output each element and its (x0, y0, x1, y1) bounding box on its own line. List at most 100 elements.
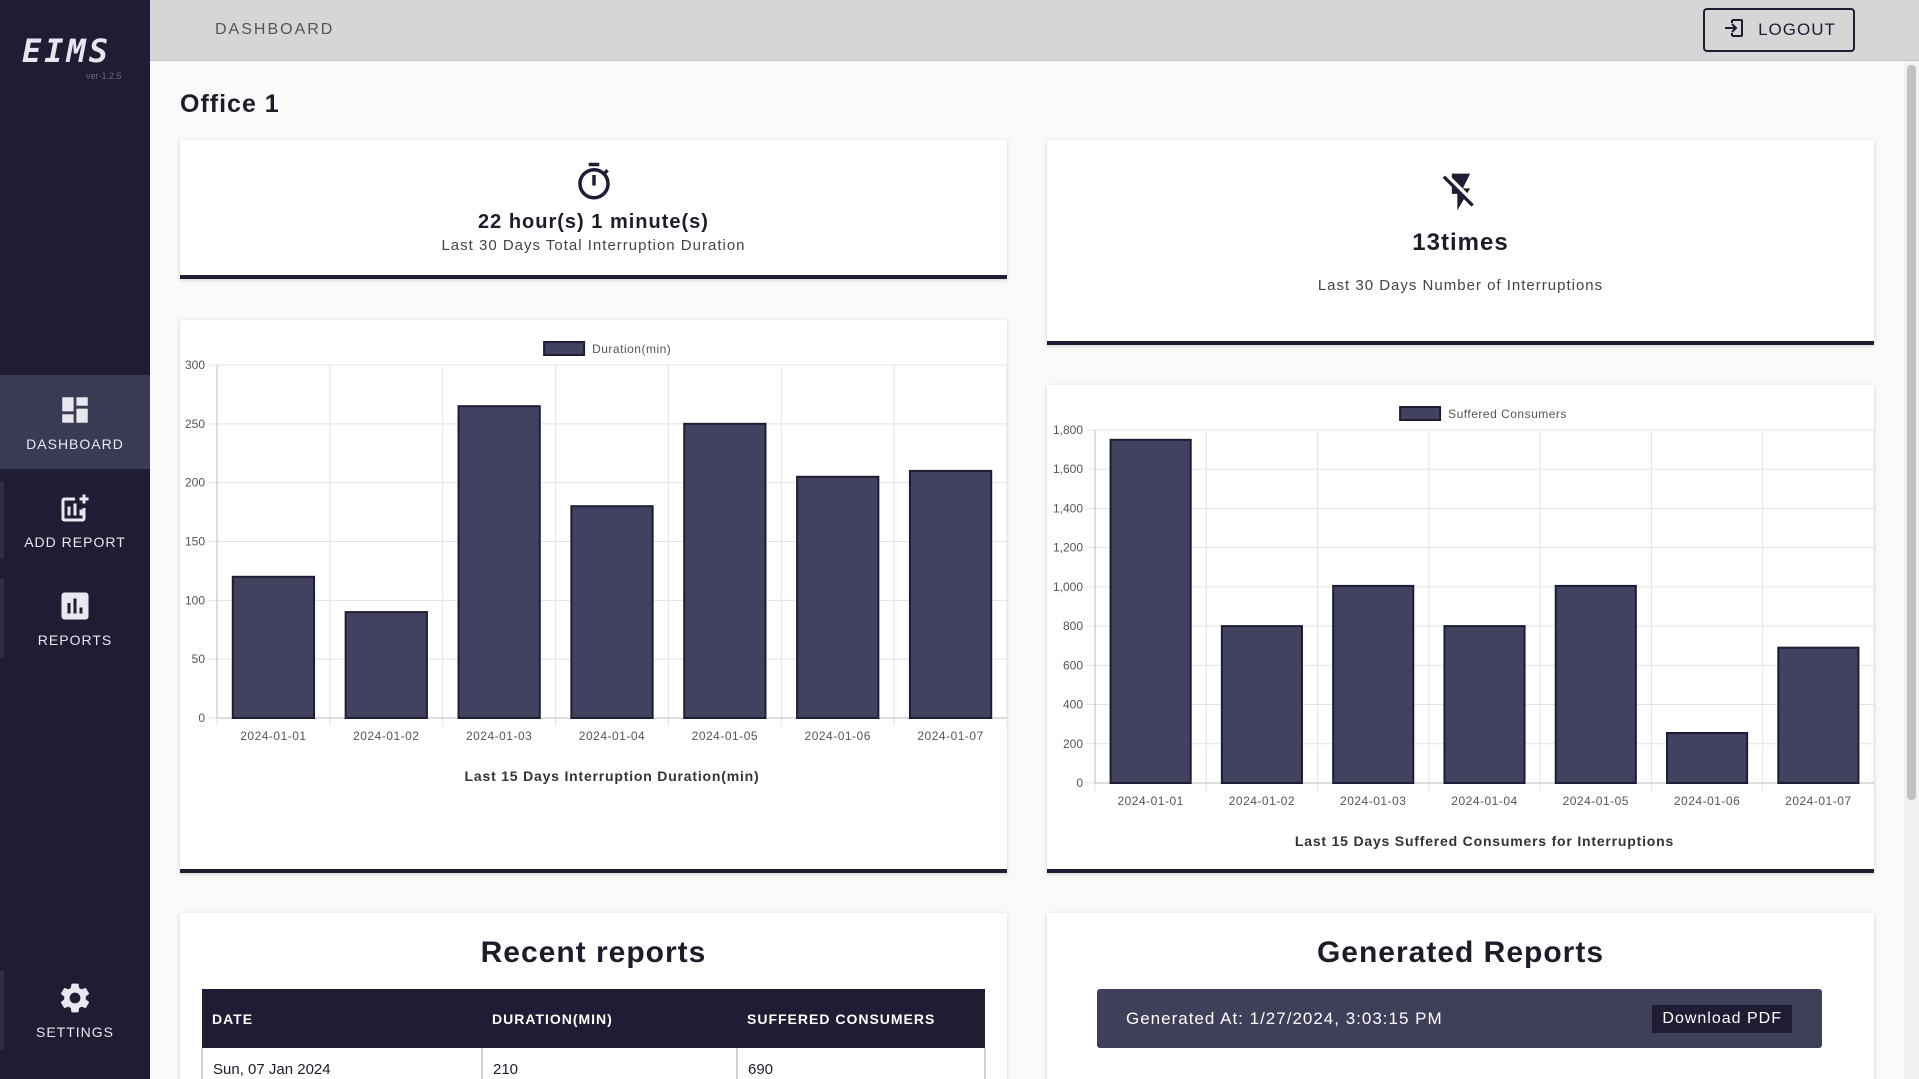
sidebar-item-settings[interactable]: SETTINGS (0, 963, 150, 1057)
bar (457, 405, 541, 720)
download-pdf-button[interactable]: Download PDF (1652, 1004, 1792, 1033)
duration-stat-value: 22 hour(s) 1 minute(s) (478, 211, 709, 233)
cell-consumers: 690 (736, 1048, 986, 1079)
gear-icon (57, 980, 93, 1016)
column-header-consumers[interactable]: SUFFERED CONSUMERS (737, 989, 985, 1048)
y-tick-label: 1,600 (1053, 462, 1083, 476)
x-tick-label: 2024-01-04 (579, 729, 645, 743)
duration-bar-chart: 0 50 100 150 200 250 300 2024-01-01 2024-01-02 20… (185, 341, 1008, 784)
y-tick-label: 200 (1063, 737, 1083, 751)
table-row[interactable]: Sun, 07 Jan 2024 210 690 (201, 1048, 986, 1079)
y-tick-label: 50 (192, 652, 206, 666)
bar (1777, 646, 1860, 784)
logout-icon (1722, 16, 1746, 45)
y-tick-label: 150 (185, 535, 205, 549)
y-tick-label: 600 (1063, 658, 1083, 672)
cell-date: Sun, 07 Jan 2024 (201, 1048, 483, 1079)
interruptions-stat-card: 13times Last 30 Days Number of Interrupt… (1047, 140, 1874, 345)
bar (1332, 584, 1415, 784)
table-header-row: DATE DURATION(MIN) SUFFERED CONSUMERS (202, 989, 985, 1048)
recent-reports-table: DATE DURATION(MIN) SUFFERED CONSUMERS Su… (201, 989, 986, 1079)
y-tick-label: 1,400 (1053, 501, 1083, 515)
y-tick-label: 0 (1076, 776, 1083, 790)
y-tick-label: 1,200 (1053, 541, 1083, 555)
x-tick-label: 2024-01-06 (1674, 794, 1740, 808)
interruptions-stat-label: Last 30 Days Number of Interruptions (1317, 277, 1604, 294)
x-tick-label: 2024-01-05 (692, 729, 758, 743)
generated-at-text: Generated At: 1/27/2024, 3:03:15 PM (1126, 1008, 1443, 1028)
y-tick-label: 300 (185, 358, 205, 372)
duration-chart-card: 0 50 100 150 200 250 300 2024-01-01 2024-01-02 20… (180, 320, 1008, 873)
recent-reports-title: Recent reports (480, 936, 707, 969)
x-tick-label: 2024-01-01 (1117, 794, 1183, 808)
bar (344, 611, 428, 720)
duration-stat-label: Last 30 Days Total Interruption Duration (441, 237, 746, 254)
bar-chart-icon (57, 588, 93, 624)
x-tick-label: 2024-01-07 (1785, 794, 1851, 808)
y-tick-label: 1,000 (1053, 580, 1083, 594)
legend-swatch (543, 341, 586, 356)
logout-button[interactable]: LOGOUT (1703, 8, 1855, 52)
top-header: DASHBOARD LOGOUT (150, 0, 1919, 61)
scrollbar-thumb[interactable] (1907, 65, 1916, 800)
bar (683, 422, 767, 719)
chart-title: Last 15 Days Interruption Duration(min) (465, 768, 760, 784)
x-tick-label: 2024-01-07 (917, 729, 983, 743)
logout-label: LOGOUT (1758, 20, 1836, 39)
x-tick-label: 2024-01-04 (1451, 794, 1517, 808)
y-tick-label: 250 (185, 417, 205, 431)
breadcrumb: DASHBOARD (215, 21, 335, 38)
generated-reports-title: Generated Reports (1316, 936, 1605, 969)
y-tick-label: 1,800 (1053, 423, 1083, 437)
bar (908, 469, 993, 719)
consumers-chart-card: 0 200 400 600 800 1,000 1,200 1,400 1,600 1,800 20… (1047, 385, 1875, 873)
bar (570, 505, 654, 719)
sidebar-item-add-report[interactable]: ADD REPORT (0, 473, 150, 567)
x-tick-label: 2024-01-03 (466, 729, 532, 743)
cell-duration: 210 (481, 1048, 738, 1079)
y-tick-label: 400 (1063, 698, 1083, 712)
page-title: Office 1 (180, 90, 280, 118)
x-tick-label: 2024-01-06 (805, 729, 871, 743)
legend-label: Suffered Consumers (1448, 407, 1567, 421)
bar (231, 575, 316, 719)
y-tick-label: 200 (185, 476, 205, 490)
bar (1109, 438, 1192, 785)
sidebar-item-reports[interactable]: REPORTS (0, 571, 150, 665)
interruptions-stat-value: 13times (1412, 229, 1509, 256)
bar (796, 475, 880, 719)
generated-report-item: Generated At: 1/27/2024, 3:03:15 PM Down… (1097, 989, 1822, 1048)
x-tick-label: 2024-01-01 (240, 729, 306, 743)
column-header-duration[interactable]: DURATION(MIN) (482, 989, 737, 1048)
column-header-date[interactable]: DATE (202, 989, 482, 1048)
duration-stat-card: 22 hour(s) 1 minute(s) Last 30 Days Tota… (180, 140, 1007, 279)
flash-off-icon (1439, 170, 1483, 219)
y-tick-label: 100 (185, 593, 205, 607)
x-tick-label: 2024-01-05 (1563, 794, 1629, 808)
x-tick-label: 2024-01-03 (1340, 794, 1406, 808)
dashboard-icon (57, 392, 93, 428)
sidebar: EIMS ver-1.2.5 DASHBOARD ADD REPORT REPO… (0, 0, 150, 1079)
bar (1443, 625, 1526, 784)
sidebar-item-label: ADD REPORT (24, 534, 126, 550)
sidebar-item-label: DASHBOARD (26, 436, 124, 452)
app-version: ver-1.2.5 (86, 71, 122, 81)
legend-swatch (1399, 406, 1442, 421)
consumers-bar-chart: 0 200 400 600 800 1,000 1,200 1,400 1,600 1,800 20… (1053, 406, 1875, 849)
sidebar-item-label: SETTINGS (35, 1024, 114, 1040)
y-tick-label: 0 (198, 711, 205, 725)
nav-edge (0, 579, 4, 657)
sidebar-item-dashboard[interactable]: DASHBOARD (0, 375, 150, 469)
bar (1220, 625, 1303, 784)
nav-edge (0, 481, 4, 559)
x-tick-label: 2024-01-02 (1229, 794, 1295, 808)
sidebar-item-label: REPORTS (37, 632, 113, 648)
timer-icon (573, 160, 615, 209)
chart-title: Last 15 Days Suffered Consumers for Inte… (1295, 833, 1674, 849)
generated-reports-card: Generated Reports Generated At: 1/27/202… (1047, 913, 1874, 1079)
bar (1666, 731, 1749, 785)
x-tick-label: 2024-01-02 (353, 729, 419, 743)
add-chart-icon (57, 490, 93, 526)
nav-edge (0, 971, 4, 1049)
recent-reports-card: Recent reports DATE DURATION(MIN) SUFFER… (180, 913, 1007, 1079)
